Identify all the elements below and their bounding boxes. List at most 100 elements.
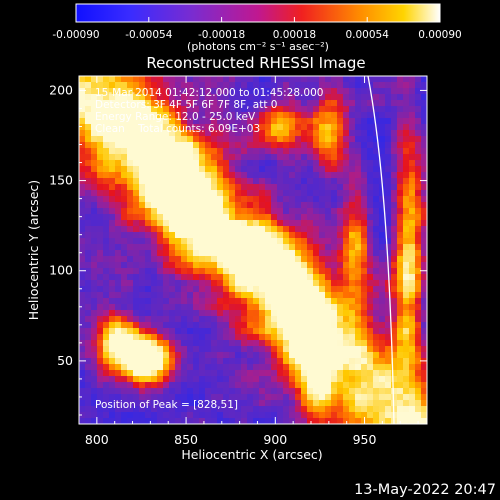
- heatmap-cell: [307, 214, 314, 221]
- heatmap-cell: [325, 94, 332, 101]
- heatmap-cell: [115, 142, 122, 149]
- heatmap-cell: [139, 418, 146, 424]
- heatmap-cell: [193, 196, 200, 203]
- heatmap-cell: [115, 232, 122, 239]
- heatmap-cell: [271, 346, 278, 353]
- heatmap-cell: [361, 238, 368, 245]
- heatmap-cell: [181, 244, 188, 251]
- heatmap-cell: [157, 376, 164, 383]
- heatmap-cell: [121, 358, 128, 365]
- heatmap-cell: [91, 244, 98, 251]
- heatmap-cell: [133, 376, 140, 383]
- heatmap-cell: [319, 400, 326, 407]
- heatmap-cell: [271, 82, 278, 89]
- heatmap-cell: [367, 130, 374, 137]
- heatmap-cell: [235, 106, 242, 113]
- heatmap-cell: [289, 154, 296, 161]
- heatmap-cell: [127, 124, 134, 131]
- heatmap-cell: [211, 298, 218, 305]
- heatmap-cell: [301, 208, 308, 215]
- heatmap-cell: [163, 76, 170, 83]
- heatmap-cell: [349, 196, 356, 203]
- heatmap-cell: [265, 256, 272, 263]
- heatmap-cell: [163, 220, 170, 227]
- heatmap-cell: [373, 100, 380, 107]
- heatmap-cell: [307, 364, 314, 371]
- heatmap-cell: [223, 100, 230, 107]
- heatmap-cell: [295, 400, 302, 407]
- heatmap-cell: [91, 376, 98, 383]
- heatmap-cell: [319, 418, 326, 424]
- heatmap-cell: [367, 124, 374, 131]
- heatmap-cell: [331, 142, 338, 149]
- heatmap-cell: [313, 208, 320, 215]
- heatmap-cell: [415, 190, 422, 197]
- heatmap-cell: [217, 262, 224, 269]
- heatmap-cell: [409, 82, 416, 89]
- heatmap-cell: [313, 358, 320, 365]
- heatmap-cell: [283, 232, 290, 239]
- heatmap-cell: [379, 262, 386, 269]
- heatmap-cell: [139, 196, 146, 203]
- heatmap-cell: [301, 358, 308, 365]
- heatmap-cell: [337, 184, 344, 191]
- heatmap-cell: [319, 352, 326, 359]
- heatmap-cell: [277, 364, 284, 371]
- heatmap-cell: [223, 196, 230, 203]
- heatmap-cell: [145, 394, 152, 401]
- heatmap-cell: [151, 76, 158, 83]
- heatmap-cell: [367, 328, 374, 335]
- heatmap-cell: [229, 412, 236, 419]
- heatmap-cell: [115, 412, 122, 419]
- heatmap-cell: [421, 394, 427, 401]
- heatmap-cell: [169, 214, 176, 221]
- heatmap-cell: [361, 160, 368, 167]
- heatmap-cell: [115, 88, 122, 95]
- heatmap-cell: [295, 298, 302, 305]
- heatmap-cell: [193, 178, 200, 185]
- heatmap-cell: [217, 358, 224, 365]
- heatmap-cell: [235, 256, 242, 263]
- heatmap-cell: [319, 250, 326, 257]
- heatmap-cell: [205, 304, 212, 311]
- heatmap-cell: [397, 352, 404, 359]
- heatmap-cell: [199, 166, 206, 173]
- heatmap-cell: [193, 328, 200, 335]
- heatmap-cell: [109, 160, 116, 167]
- heatmap-cell: [415, 160, 422, 167]
- heatmap-cell: [337, 148, 344, 155]
- heatmap-cell: [259, 124, 266, 131]
- heatmap-cell: [175, 328, 182, 335]
- heatmap-cell: [361, 82, 368, 89]
- heatmap-cell: [265, 286, 272, 293]
- heatmap-cell: [349, 352, 356, 359]
- heatmap-cell: [217, 220, 224, 227]
- heatmap-cell: [253, 250, 260, 257]
- heatmap-cell: [265, 196, 272, 203]
- heatmap-cell: [175, 178, 182, 185]
- heatmap-cell: [241, 298, 248, 305]
- heatmap-cell: [187, 166, 194, 173]
- heatmap-cell: [199, 394, 206, 401]
- heatmap-cell: [271, 280, 278, 287]
- heatmap-cell: [277, 400, 284, 407]
- heatmap-cell: [145, 274, 152, 281]
- heatmap-cell: [115, 136, 122, 143]
- heatmap-cell: [367, 214, 374, 221]
- heatmap-cell: [115, 106, 122, 113]
- heatmap-cell: [253, 280, 260, 287]
- heatmap-cell: [229, 76, 236, 83]
- heatmap-cell: [157, 232, 164, 239]
- heatmap-cell: [349, 208, 356, 215]
- heatmap-cell: [325, 196, 332, 203]
- heatmap-cell: [97, 304, 104, 311]
- heatmap-cell: [391, 250, 398, 257]
- heatmap-cell: [343, 166, 350, 173]
- heatmap-cell: [91, 328, 98, 335]
- heatmap-cell: [109, 100, 116, 107]
- heatmap-cell: [127, 298, 134, 305]
- heatmap-cell: [265, 346, 272, 353]
- heatmap-cell: [403, 112, 410, 119]
- heatmap-cell: [265, 88, 272, 95]
- heatmap-cell: [343, 346, 350, 353]
